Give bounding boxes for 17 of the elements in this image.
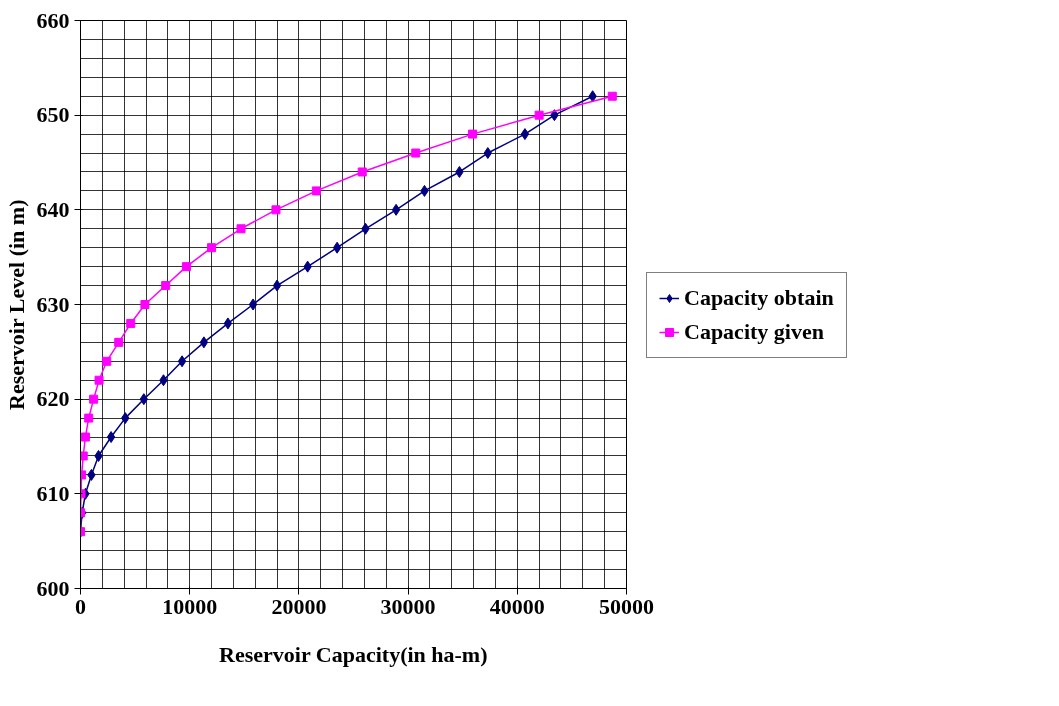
x-tick-label: 40000	[489, 593, 545, 619]
x-tick-label: 0	[75, 593, 86, 619]
x-axis-title: Reservoir Capacity(in ha-m)	[219, 641, 488, 667]
y-tick-label: 650	[36, 102, 70, 128]
x-tick-label: 20000	[271, 593, 327, 619]
y-tick-label: 660	[36, 7, 70, 33]
y-tick-label: 640	[36, 196, 70, 222]
legend-label: Capacity obtain	[684, 285, 834, 311]
x-tick-label: 10000	[162, 593, 218, 619]
y-tick-label: 620	[36, 386, 70, 412]
y-tick-label: 630	[36, 291, 70, 317]
x-tick-label: 30000	[380, 593, 436, 619]
x-tick-label: 50000	[599, 593, 654, 619]
y-tick-label: 610	[36, 480, 70, 506]
y-axis-title: Reservoir Level (in m)	[3, 199, 29, 410]
y-tick-label: 600	[36, 575, 70, 601]
legend-label: Capacity given	[684, 319, 824, 345]
